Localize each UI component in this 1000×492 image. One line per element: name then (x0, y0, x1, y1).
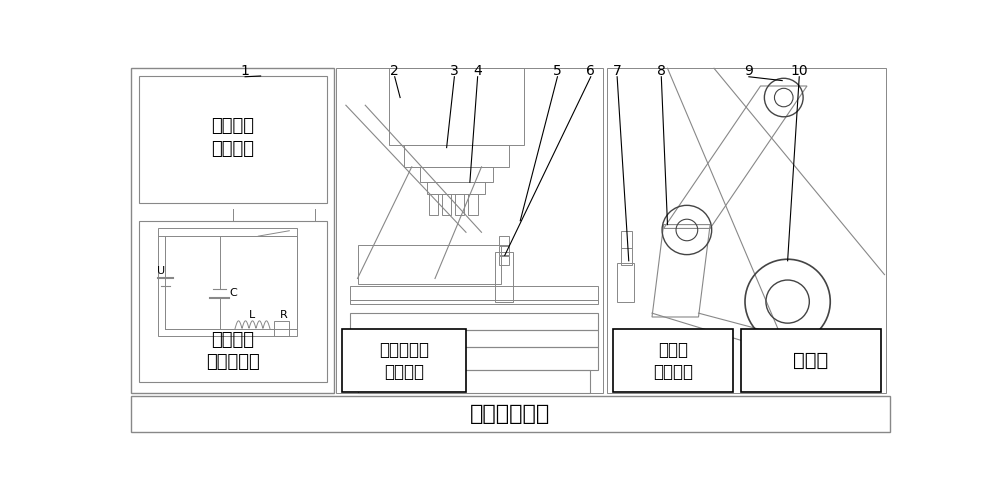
Text: 控制系统: 控制系统 (384, 364, 424, 381)
Text: 线圈和模具: 线圈和模具 (379, 341, 429, 359)
Text: 充放电系统: 充放电系统 (206, 353, 260, 370)
Text: U: U (157, 266, 165, 276)
Bar (158, 228, 297, 336)
Bar (607, 68, 886, 393)
Bar (420, 167, 493, 182)
Bar (468, 194, 478, 215)
Bar (617, 263, 634, 302)
Bar (358, 246, 501, 284)
Bar (274, 321, 289, 336)
Text: 集成控制系统: 集成控制系统 (470, 404, 550, 424)
Text: 控制系统: 控制系统 (653, 364, 693, 381)
Bar (139, 221, 326, 382)
Text: 7: 7 (613, 64, 622, 78)
Text: C: C (230, 288, 237, 298)
Bar (495, 251, 512, 302)
Bar (350, 300, 598, 304)
Bar (613, 329, 733, 392)
Text: 4: 4 (473, 64, 482, 78)
Text: 5: 5 (553, 64, 562, 78)
Bar (350, 313, 598, 330)
Bar (741, 329, 881, 392)
Bar (427, 182, 485, 194)
Bar (350, 330, 598, 347)
Bar (621, 247, 632, 265)
Text: 9: 9 (744, 64, 753, 78)
Bar (336, 68, 603, 393)
Bar (131, 68, 334, 393)
Bar (499, 246, 509, 255)
Text: 电磁成形: 电磁成形 (211, 331, 254, 349)
Bar (350, 286, 598, 300)
Text: 3: 3 (450, 64, 459, 78)
Bar (358, 370, 590, 393)
Bar (342, 329, 466, 392)
Bar (455, 194, 464, 215)
Bar (499, 256, 509, 265)
Text: R: R (280, 309, 287, 320)
Text: 电磁成形: 电磁成形 (211, 117, 254, 135)
Bar (131, 396, 890, 431)
Bar (442, 194, 451, 215)
Text: 8: 8 (657, 64, 666, 78)
Text: 6: 6 (586, 64, 595, 78)
Bar (621, 231, 632, 247)
Bar (139, 76, 326, 203)
Text: 控制系统: 控制系统 (211, 140, 254, 158)
Bar (404, 145, 509, 167)
Text: 1: 1 (241, 64, 250, 78)
Text: L: L (249, 309, 256, 320)
Bar (499, 236, 509, 246)
Text: 机器人: 机器人 (793, 351, 828, 370)
Text: 2: 2 (390, 64, 399, 78)
Text: 10: 10 (790, 64, 808, 78)
Text: 机器人: 机器人 (658, 341, 688, 359)
Bar (429, 194, 438, 215)
Bar (388, 68, 524, 145)
Bar (350, 347, 598, 370)
